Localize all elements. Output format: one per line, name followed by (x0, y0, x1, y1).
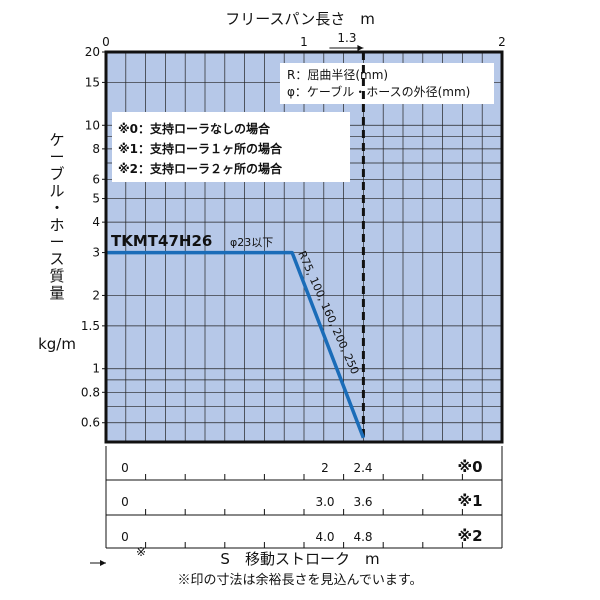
top-axis-ticks: 0 1 2 1.3 (102, 31, 506, 51)
stroke-value: 3.0 (315, 495, 334, 509)
stroke-value: 3.6 (353, 495, 372, 509)
y-axis-unit: kg/m (38, 335, 76, 353)
y-axis-title-glyph: 質 (49, 267, 64, 285)
stroke-value: 4.0 (315, 530, 334, 544)
margin-mark: ※ (136, 545, 146, 559)
y-tick-label: 8 (92, 142, 100, 156)
y-tick-label: 5 (92, 192, 100, 206)
y-axis-title-glyph: ス (49, 250, 64, 268)
y-tick-label: 3 (92, 246, 100, 260)
y-tick-label: 10 (85, 118, 100, 132)
y-axis-title-glyph: ・ (49, 199, 64, 217)
y-axis-title-glyph: 量 (49, 284, 64, 302)
y-axis-title-glyph: ケ (49, 131, 64, 149)
top-axis-title: フリースパン長さ m (225, 10, 375, 28)
y-axis-title-glyph: ー (49, 233, 64, 251)
y-axis-ticks: 20 15 10 8 6 5 4 3 2 1.5 1 0.8 0.6 (81, 45, 106, 430)
y-tick-label: 0.6 (81, 416, 100, 430)
margin-arrow-head (100, 560, 106, 566)
stroke-value: 2 (321, 461, 329, 475)
stroke-value: 0 (121, 461, 129, 475)
y-axis-title-glyph: ホ (49, 216, 64, 234)
y-axis-title-glyph: ー (49, 148, 64, 166)
y-tick-label: 0.8 (81, 385, 100, 399)
stroke-row-label: ※2 (457, 527, 482, 545)
y-tick-label: 20 (85, 45, 100, 59)
legend-radius-box (280, 63, 494, 104)
stroke-table: 0 2 2.4 ※0 0 3.0 3.6 ※1 0 4.0 4.8 ※2 (90, 446, 503, 566)
stroke-value: 0 (121, 530, 129, 544)
stroke-value: 2.4 (353, 461, 372, 475)
top-tick-label: 1 (300, 35, 308, 49)
reference-line-label: 1.3 (337, 31, 356, 45)
legend-support-box (112, 112, 350, 182)
series-diameter-label: φ23以下 (230, 236, 273, 249)
stroke-value: 0 (121, 495, 129, 509)
x-axis-title: S 移動ストローク m (220, 550, 379, 568)
y-tick-label: 2 (92, 288, 100, 302)
chart-marks (106, 52, 366, 442)
stroke-row-label: ※0 (457, 458, 482, 476)
legend-support-line2: ※1：支持ローラ１ヶ所の場合 (118, 141, 283, 156)
y-tick-label: 1.5 (81, 319, 100, 333)
series-line (106, 250, 366, 439)
reference-line-arrow (357, 45, 364, 51)
legend-radius-line1: R：屈曲半径(mm) (287, 68, 388, 82)
y-tick-label: 4 (92, 215, 100, 229)
legend-support-line3: ※2：支持ローラ２ヶ所の場合 (118, 161, 283, 176)
legend-radius-line2: φ：ケーブル・ホースの外径(mm) (287, 84, 470, 99)
legend-support-line1: ※0：支持ローラなしの場合 (118, 121, 271, 136)
footnote: ※印の寸法は余裕長さを見込んでいます。 (177, 572, 422, 588)
y-axis-title-glyph: ル (49, 182, 64, 200)
y-tick-label: 6 (92, 172, 100, 186)
stroke-value: 4.8 (353, 530, 372, 544)
plot-border (104, 50, 504, 444)
stroke-row-label: ※1 (457, 492, 482, 510)
top-tick-label: 2 (498, 35, 506, 49)
series-name-label: TKMT47H26 (111, 232, 212, 250)
y-axis-title-glyph: ブ (49, 165, 64, 183)
y-tick-label: 15 (85, 75, 100, 89)
y-tick-label: 1 (92, 362, 100, 376)
top-tick-label: 0 (102, 35, 110, 49)
